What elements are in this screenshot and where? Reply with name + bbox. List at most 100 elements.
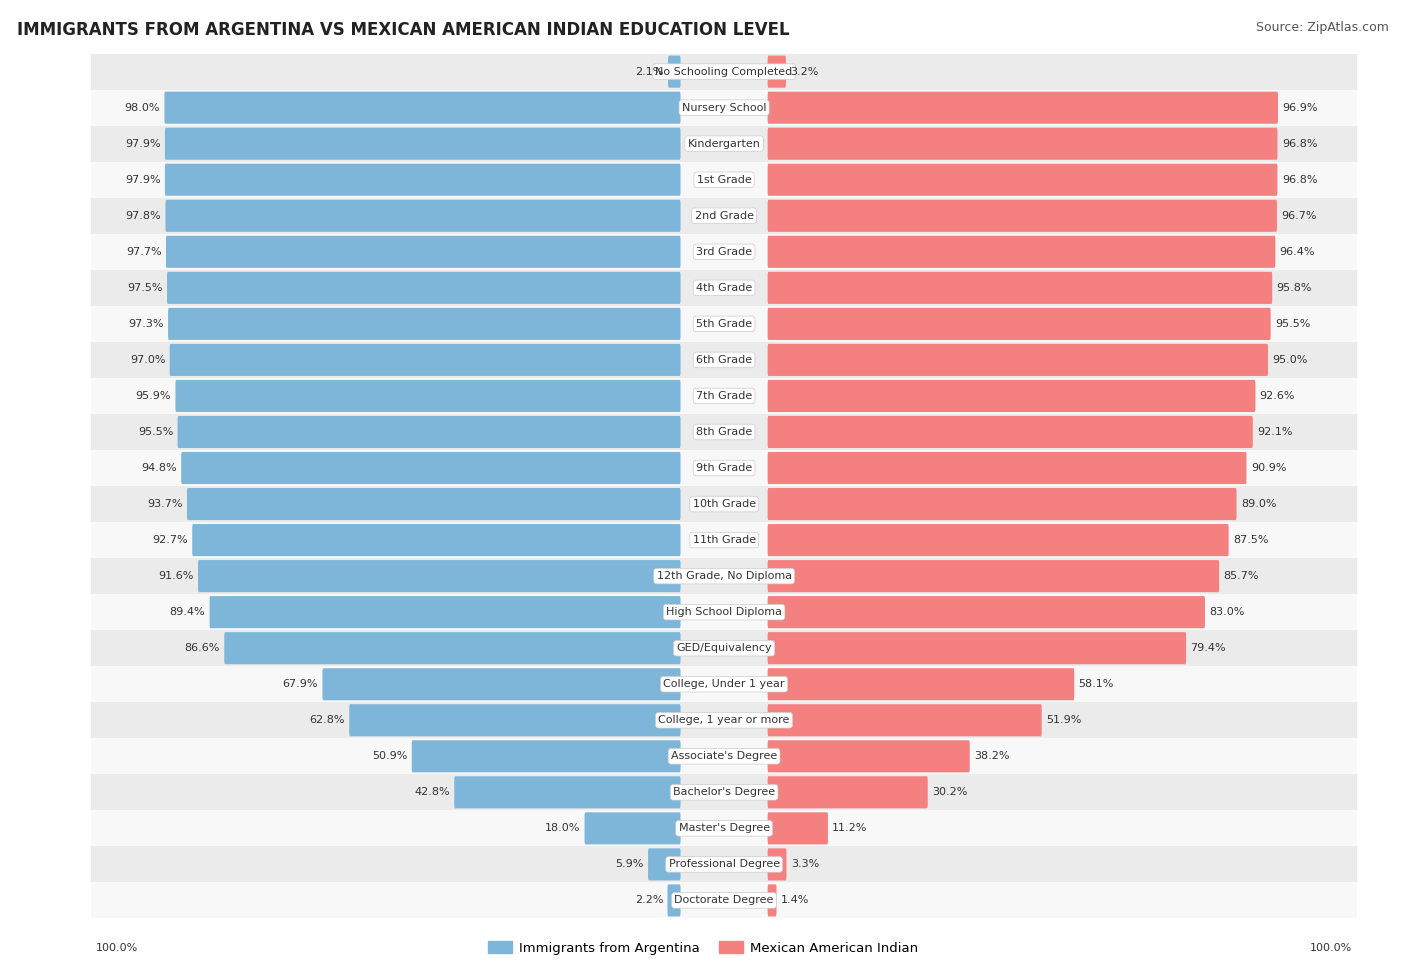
Text: 93.7%: 93.7% bbox=[148, 499, 183, 509]
FancyBboxPatch shape bbox=[768, 776, 928, 808]
Text: 1st Grade: 1st Grade bbox=[697, 175, 751, 184]
FancyBboxPatch shape bbox=[768, 632, 1187, 664]
FancyBboxPatch shape bbox=[768, 416, 1253, 448]
FancyBboxPatch shape bbox=[169, 308, 681, 340]
Text: College, 1 year or more: College, 1 year or more bbox=[658, 716, 790, 725]
Bar bbox=[91, 594, 1357, 630]
Text: 5th Grade: 5th Grade bbox=[696, 319, 752, 329]
Bar bbox=[91, 306, 1357, 342]
FancyBboxPatch shape bbox=[167, 272, 681, 304]
Bar bbox=[91, 90, 1357, 126]
FancyBboxPatch shape bbox=[768, 812, 828, 844]
Text: 97.7%: 97.7% bbox=[127, 247, 162, 256]
Text: 98.0%: 98.0% bbox=[125, 102, 160, 113]
Text: 79.4%: 79.4% bbox=[1191, 644, 1226, 653]
FancyBboxPatch shape bbox=[768, 128, 1278, 160]
Bar bbox=[91, 486, 1357, 522]
Text: 87.5%: 87.5% bbox=[1233, 535, 1268, 545]
Text: 97.0%: 97.0% bbox=[129, 355, 166, 365]
Text: 96.7%: 96.7% bbox=[1281, 211, 1317, 220]
Text: 96.4%: 96.4% bbox=[1279, 247, 1315, 256]
FancyBboxPatch shape bbox=[768, 308, 1271, 340]
Text: 3.2%: 3.2% bbox=[790, 66, 818, 77]
Text: 97.5%: 97.5% bbox=[127, 283, 163, 292]
Bar bbox=[91, 54, 1357, 90]
Bar bbox=[91, 342, 1357, 378]
Text: 97.9%: 97.9% bbox=[125, 138, 160, 149]
Legend: Immigrants from Argentina, Mexican American Indian: Immigrants from Argentina, Mexican Ameri… bbox=[484, 936, 922, 960]
FancyBboxPatch shape bbox=[165, 128, 681, 160]
Text: Doctorate Degree: Doctorate Degree bbox=[675, 895, 773, 906]
Bar bbox=[91, 234, 1357, 270]
Text: No Schooling Completed: No Schooling Completed bbox=[655, 66, 793, 77]
Bar bbox=[91, 450, 1357, 486]
Text: 85.7%: 85.7% bbox=[1223, 571, 1258, 581]
Text: 4th Grade: 4th Grade bbox=[696, 283, 752, 292]
Text: 96.8%: 96.8% bbox=[1282, 138, 1317, 149]
Text: 96.9%: 96.9% bbox=[1282, 102, 1317, 113]
Text: 62.8%: 62.8% bbox=[309, 716, 344, 725]
Text: 97.8%: 97.8% bbox=[125, 211, 162, 220]
FancyBboxPatch shape bbox=[176, 380, 681, 412]
Text: 95.0%: 95.0% bbox=[1272, 355, 1308, 365]
Text: 96.8%: 96.8% bbox=[1282, 175, 1317, 184]
Text: 10th Grade: 10th Grade bbox=[693, 499, 755, 509]
Text: 89.4%: 89.4% bbox=[170, 607, 205, 617]
Text: 100.0%: 100.0% bbox=[1310, 943, 1353, 953]
Text: 8th Grade: 8th Grade bbox=[696, 427, 752, 437]
FancyBboxPatch shape bbox=[768, 200, 1277, 232]
FancyBboxPatch shape bbox=[209, 596, 681, 628]
Text: 91.6%: 91.6% bbox=[159, 571, 194, 581]
Text: 38.2%: 38.2% bbox=[974, 752, 1010, 761]
FancyBboxPatch shape bbox=[768, 344, 1268, 376]
Text: Source: ZipAtlas.com: Source: ZipAtlas.com bbox=[1256, 21, 1389, 34]
Text: 95.8%: 95.8% bbox=[1277, 283, 1312, 292]
Text: 6th Grade: 6th Grade bbox=[696, 355, 752, 365]
Text: 11th Grade: 11th Grade bbox=[693, 535, 755, 545]
Text: IMMIGRANTS FROM ARGENTINA VS MEXICAN AMERICAN INDIAN EDUCATION LEVEL: IMMIGRANTS FROM ARGENTINA VS MEXICAN AME… bbox=[17, 21, 790, 39]
FancyBboxPatch shape bbox=[668, 56, 681, 88]
FancyBboxPatch shape bbox=[198, 560, 681, 592]
Text: 90.9%: 90.9% bbox=[1251, 463, 1286, 473]
Text: Kindergarten: Kindergarten bbox=[688, 138, 761, 149]
FancyBboxPatch shape bbox=[165, 164, 681, 196]
Text: College, Under 1 year: College, Under 1 year bbox=[664, 680, 785, 689]
Text: 95.5%: 95.5% bbox=[1275, 319, 1310, 329]
Text: 95.5%: 95.5% bbox=[138, 427, 173, 437]
Bar bbox=[91, 738, 1357, 774]
Text: 97.3%: 97.3% bbox=[128, 319, 163, 329]
Text: 67.9%: 67.9% bbox=[283, 680, 318, 689]
Bar bbox=[91, 378, 1357, 414]
FancyBboxPatch shape bbox=[768, 164, 1278, 196]
FancyBboxPatch shape bbox=[768, 236, 1275, 268]
FancyBboxPatch shape bbox=[768, 704, 1042, 736]
FancyBboxPatch shape bbox=[768, 92, 1278, 124]
FancyBboxPatch shape bbox=[768, 524, 1229, 556]
Text: 94.8%: 94.8% bbox=[141, 463, 177, 473]
FancyBboxPatch shape bbox=[768, 848, 786, 880]
Bar bbox=[91, 270, 1357, 306]
Text: 97.9%: 97.9% bbox=[125, 175, 160, 184]
Text: 89.0%: 89.0% bbox=[1241, 499, 1277, 509]
FancyBboxPatch shape bbox=[181, 452, 681, 484]
FancyBboxPatch shape bbox=[768, 560, 1219, 592]
Text: 11.2%: 11.2% bbox=[832, 823, 868, 834]
FancyBboxPatch shape bbox=[225, 632, 681, 664]
Bar bbox=[91, 522, 1357, 558]
Bar bbox=[91, 162, 1357, 198]
Bar bbox=[91, 882, 1357, 918]
Text: 12th Grade, No Diploma: 12th Grade, No Diploma bbox=[657, 571, 792, 581]
Text: 3.3%: 3.3% bbox=[790, 859, 820, 870]
Text: 100.0%: 100.0% bbox=[96, 943, 138, 953]
Text: 95.9%: 95.9% bbox=[135, 391, 172, 401]
Text: 3rd Grade: 3rd Grade bbox=[696, 247, 752, 256]
Text: 92.1%: 92.1% bbox=[1257, 427, 1292, 437]
FancyBboxPatch shape bbox=[768, 452, 1247, 484]
FancyBboxPatch shape bbox=[768, 668, 1074, 700]
FancyBboxPatch shape bbox=[768, 596, 1205, 628]
FancyBboxPatch shape bbox=[585, 812, 681, 844]
FancyBboxPatch shape bbox=[454, 776, 681, 808]
Bar bbox=[91, 414, 1357, 450]
Text: 18.0%: 18.0% bbox=[546, 823, 581, 834]
FancyBboxPatch shape bbox=[166, 200, 681, 232]
